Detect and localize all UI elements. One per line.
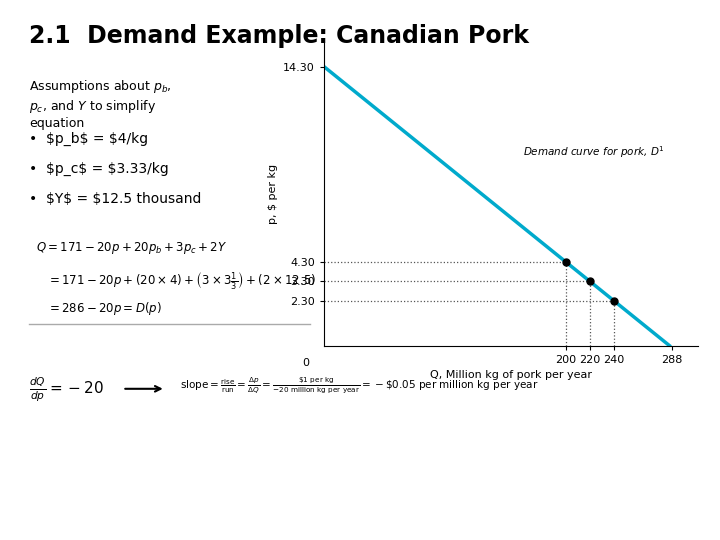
Text: Demand curve for pork, $D^1$: Demand curve for pork, $D^1$ [523, 145, 665, 160]
Y-axis label: p, $ per kg: p, $ per kg [268, 164, 278, 225]
Text: $\mathrm{slope} = \frac{\mathrm{rise}}{\mathrm{run}} = \frac{\Delta p}{\Delta Q}: $\mathrm{slope} = \frac{\mathrm{rise}}{\… [180, 375, 539, 396]
Text: $Q = 171 - 20p + 20p_b + 3p_c + 2Y$: $Q = 171 - 20p + 20p_b + 3p_c + 2Y$ [36, 240, 228, 256]
Text: Assumptions about $p_b$,
$p_c$, and $Y$ to simplify
equation: Assumptions about $p_b$, $p_c$, and $Y$ … [29, 78, 171, 130]
Text: •  $p_c$ = $3.33/kg: • $p_c$ = $3.33/kg [29, 162, 168, 176]
Text: 2-6: 2-6 [688, 516, 706, 525]
Text: 0: 0 [302, 357, 309, 368]
X-axis label: Q, Million kg of pork per year: Q, Million kg of pork per year [431, 370, 593, 380]
Text: Copyright ©2014 Pearson Education, Inc.  All rights reserved.: Copyright ©2014 Pearson Education, Inc. … [14, 516, 336, 525]
Text: $= 171 - 20p + (20 \times 4) + \left(3 \times 3\frac{1}{3}\right) + (2 \times 12: $= 171 - 20p + (20 \times 4) + \left(3 \… [47, 270, 316, 291]
Text: •  $Y$ = $12.5 thousand: • $Y$ = $12.5 thousand [29, 192, 201, 206]
Text: 2.1  Demand Example: Canadian Pork: 2.1 Demand Example: Canadian Pork [29, 24, 528, 48]
Text: •  $p_b$ = $4/kg: • $p_b$ = $4/kg [29, 132, 148, 146]
Text: $= 286 - 20p = D(p)$: $= 286 - 20p = D(p)$ [47, 300, 161, 316]
Text: $\frac{dQ}{dp} = -20$: $\frac{dQ}{dp} = -20$ [29, 375, 104, 404]
